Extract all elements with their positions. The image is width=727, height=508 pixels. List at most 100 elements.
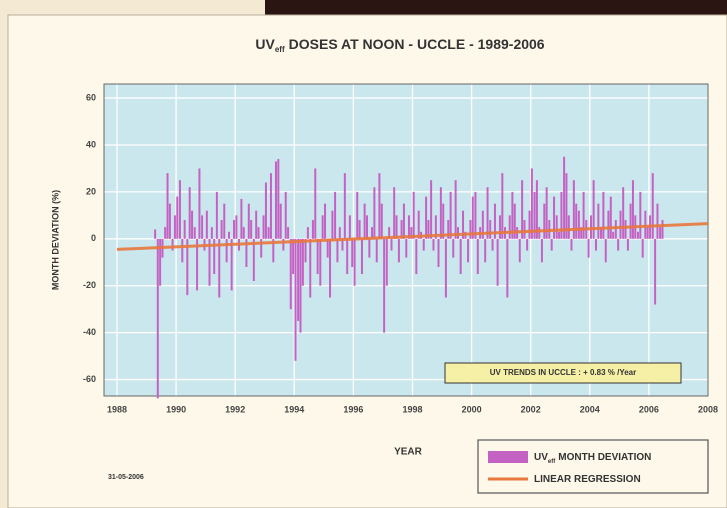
x-tick-label: 1994	[284, 404, 304, 414]
deviation-bar	[373, 187, 375, 239]
deviation-bar	[285, 192, 287, 239]
deviation-bar	[642, 239, 644, 258]
deviation-bar	[176, 197, 178, 239]
deviation-bar	[639, 192, 641, 239]
date-note: 31-05-2006	[108, 474, 144, 481]
deviation-bar	[538, 227, 540, 239]
deviation-bar	[159, 239, 161, 286]
deviation-bar	[474, 192, 476, 239]
deviation-bar	[228, 232, 230, 239]
deviation-bar	[201, 215, 203, 238]
deviation-bar	[418, 211, 420, 239]
deviation-bar	[300, 239, 302, 333]
deviation-bar	[647, 227, 649, 239]
x-axis-label: YEAR	[394, 447, 423, 458]
deviation-bar	[610, 197, 612, 239]
deviation-bar	[383, 239, 385, 333]
deviation-bar	[376, 239, 378, 262]
y-axis-label: MONTH DEVIATION (%)	[50, 190, 60, 290]
deviation-bar	[378, 173, 380, 239]
deviation-bar	[324, 204, 326, 239]
y-tick-label: 20	[86, 186, 96, 196]
y-tick-label: 40	[86, 139, 96, 149]
deviation-bar	[280, 204, 282, 239]
deviation-bar	[243, 227, 245, 239]
deviation-bar	[637, 232, 639, 239]
deviation-bar	[652, 173, 654, 239]
deviation-bar	[661, 220, 663, 239]
y-tick-label: 60	[86, 92, 96, 102]
deviation-bar	[543, 204, 545, 239]
deviation-bar	[440, 187, 442, 239]
deviation-bar	[292, 239, 294, 274]
deviation-bar	[250, 220, 252, 239]
deviation-bar	[497, 239, 499, 286]
deviation-bar	[644, 211, 646, 239]
deviation-bar	[314, 168, 316, 238]
title-subscript: eff	[275, 45, 285, 54]
legend-text: MONTH DEVIATION	[558, 452, 651, 463]
deviation-bar	[302, 239, 304, 286]
deviation-bar	[556, 215, 558, 238]
legend-subscript: eff	[548, 459, 556, 465]
y-tick-label: -40	[83, 327, 96, 337]
deviation-bar	[169, 204, 171, 239]
deviation-bar	[364, 204, 366, 239]
deviation-bar	[595, 239, 597, 251]
deviation-bar	[477, 239, 479, 274]
deviation-bar	[442, 204, 444, 239]
deviation-bar	[253, 239, 255, 281]
deviation-bar	[172, 239, 174, 251]
deviation-bar	[551, 239, 553, 251]
deviation-bar	[167, 173, 169, 239]
deviation-bar	[235, 215, 237, 238]
x-tick-label: 2008	[698, 404, 718, 414]
title-part: UV	[255, 36, 275, 52]
x-tick-label: 2006	[639, 404, 659, 414]
deviation-bar	[386, 239, 388, 286]
x-tick-label: 1998	[402, 404, 422, 414]
x-tick-label: 1988	[107, 404, 127, 414]
deviation-bar	[450, 192, 452, 239]
deviation-bar	[620, 211, 622, 239]
deviation-bar	[391, 239, 393, 251]
deviation-bar	[607, 211, 609, 239]
deviation-bar	[309, 239, 311, 298]
deviation-bar	[405, 239, 407, 258]
deviation-bar	[331, 211, 333, 239]
deviation-bar	[206, 211, 208, 239]
deviation-bar	[563, 157, 565, 239]
deviation-bar	[413, 192, 415, 239]
deviation-bar	[415, 239, 417, 274]
deviation-bar	[396, 215, 398, 238]
deviation-bar	[226, 239, 228, 262]
deviation-bar	[521, 180, 523, 239]
deviation-bar	[349, 215, 351, 238]
deviation-bar	[255, 211, 257, 239]
deviation-bar	[654, 239, 656, 305]
deviation-bar	[359, 220, 361, 239]
deviation-bar	[329, 239, 331, 298]
deviation-bar	[198, 168, 200, 238]
deviation-bar	[270, 173, 272, 239]
deviation-bar	[221, 220, 223, 239]
deviation-bar	[575, 204, 577, 239]
legend-box	[478, 440, 708, 493]
deviation-bar	[282, 239, 284, 251]
deviation-bar	[541, 239, 543, 262]
deviation-bar	[558, 232, 560, 239]
legend-swatch	[488, 451, 528, 463]
deviation-bar	[455, 180, 457, 239]
deviation-bar	[632, 180, 634, 239]
deviation-bar	[630, 204, 632, 239]
deviation-bar	[354, 239, 356, 286]
deviation-bar	[467, 239, 469, 262]
deviation-bar	[625, 220, 627, 239]
deviation-bar	[181, 239, 183, 262]
deviation-bar	[157, 239, 159, 399]
deviation-bar	[597, 204, 599, 239]
deviation-bar	[248, 204, 250, 239]
deviation-bar	[194, 227, 196, 239]
